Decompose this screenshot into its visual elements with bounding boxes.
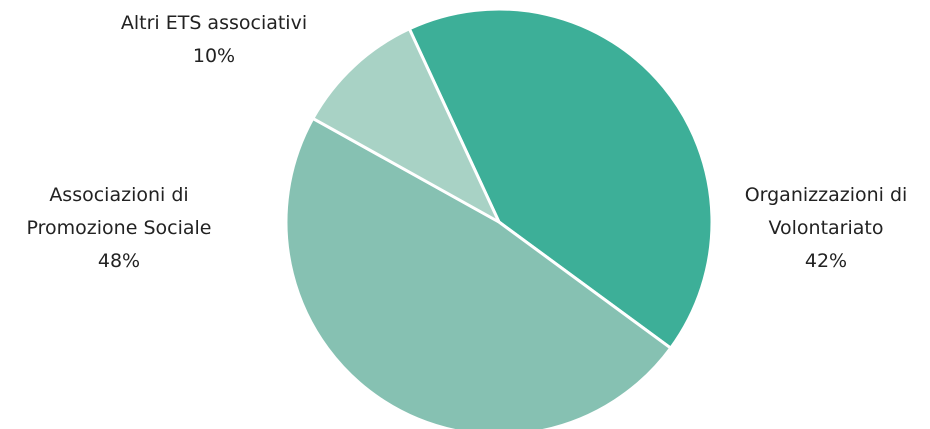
category-label: Organizzazioni di Volontariato (744, 184, 908, 239)
category-label: Associazioni di Promozione Sociale (26, 184, 212, 239)
pie-slice (407, 7, 714, 350)
pie-slice (311, 27, 501, 224)
value-label: 48% (97, 250, 141, 272)
value-label: 10% (192, 45, 236, 67)
value-label: 42% (804, 250, 848, 272)
slice-label: Organizzazioni di Volontariato 42% (736, 179, 916, 278)
slice-label: Associazioni di Promozione Sociale 48% (5, 179, 233, 278)
category-label: Altri ETS associativi (120, 12, 308, 34)
slice-label: Altri ETS associativi 10% (79, 7, 349, 73)
pie-slice (284, 116, 673, 429)
